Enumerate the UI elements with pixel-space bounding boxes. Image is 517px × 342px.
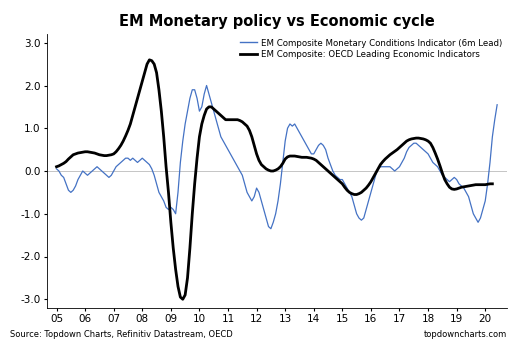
- Text: Source: Topdown Charts, Refinitiv Datastream, OECD: Source: Topdown Charts, Refinitiv Datast…: [10, 330, 233, 339]
- Title: EM Monetary policy vs Economic cycle: EM Monetary policy vs Economic cycle: [119, 14, 434, 29]
- Text: topdowncharts.com: topdowncharts.com: [423, 330, 507, 339]
- Legend: EM Composite Monetary Conditions Indicator (6m Lead), EM Composite: OECD Leading: EM Composite Monetary Conditions Indicat…: [239, 39, 503, 59]
